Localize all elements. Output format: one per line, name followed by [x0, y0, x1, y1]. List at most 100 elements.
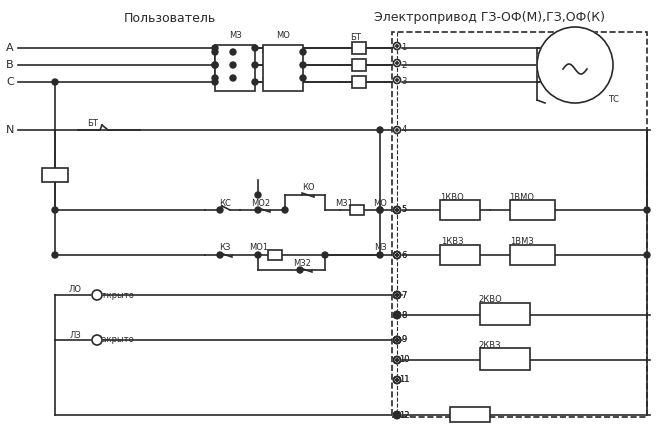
Bar	[510, 200, 555, 220]
Text: М31: М31	[335, 198, 353, 207]
Circle shape	[52, 79, 58, 85]
Text: 2: 2	[401, 60, 407, 70]
Circle shape	[212, 62, 218, 68]
Circle shape	[300, 75, 306, 81]
Circle shape	[394, 312, 400, 318]
Circle shape	[393, 76, 401, 83]
Text: МО: МО	[373, 198, 387, 207]
Circle shape	[92, 335, 102, 345]
Circle shape	[396, 254, 398, 256]
Circle shape	[212, 79, 218, 85]
Circle shape	[393, 292, 401, 299]
Circle shape	[396, 79, 398, 81]
Circle shape	[230, 75, 236, 81]
Circle shape	[396, 294, 398, 296]
Circle shape	[212, 75, 218, 81]
Text: ЛЗ: ЛЗ	[69, 330, 81, 340]
Circle shape	[393, 337, 401, 343]
Circle shape	[644, 207, 650, 213]
Circle shape	[393, 311, 401, 318]
Text: 5: 5	[401, 206, 407, 215]
Circle shape	[212, 62, 218, 68]
Circle shape	[393, 206, 401, 213]
Circle shape	[393, 377, 401, 384]
Text: МО1: МО1	[250, 244, 269, 252]
Text: Н: Н	[467, 410, 474, 420]
Circle shape	[377, 127, 383, 133]
Circle shape	[396, 339, 398, 341]
Circle shape	[393, 377, 401, 384]
Circle shape	[282, 207, 288, 213]
Text: МО2: МО2	[252, 200, 271, 209]
Text: 1ВМО: 1ВМО	[509, 193, 534, 201]
Circle shape	[396, 129, 398, 131]
Text: C: C	[6, 77, 14, 87]
Text: МЗ: МЗ	[374, 244, 386, 252]
Circle shape	[396, 414, 398, 416]
Text: КЗ: КЗ	[219, 244, 231, 252]
Circle shape	[393, 356, 401, 363]
Text: 1ВМЗ: 1ВМЗ	[510, 238, 534, 247]
Text: Электропривод ГЗ-ОФ(М),ГЗ,ОФ(К): Электропривод ГЗ-ОФ(М),ГЗ,ОФ(К)	[374, 12, 606, 25]
Circle shape	[393, 42, 401, 50]
Circle shape	[396, 359, 398, 361]
Circle shape	[537, 27, 613, 103]
Bar	[440, 200, 480, 220]
Bar	[268, 250, 282, 260]
Circle shape	[52, 252, 58, 258]
Text: 6: 6	[401, 251, 407, 260]
Text: 12: 12	[399, 410, 409, 419]
Bar	[352, 59, 366, 71]
Text: М: М	[571, 48, 579, 58]
Text: МЗ2: МЗ2	[293, 258, 311, 267]
Circle shape	[300, 62, 306, 68]
Text: ТС: ТС	[608, 95, 618, 105]
Bar	[352, 42, 366, 54]
Text: 1: 1	[401, 44, 407, 53]
Circle shape	[396, 314, 398, 316]
Circle shape	[377, 252, 383, 258]
Circle shape	[252, 45, 258, 51]
Text: A: A	[6, 43, 14, 53]
Bar	[350, 205, 364, 215]
Text: МЗ: МЗ	[229, 32, 241, 41]
Circle shape	[230, 62, 236, 68]
Circle shape	[217, 252, 223, 258]
Bar	[352, 76, 366, 88]
Text: БТ: БТ	[88, 118, 98, 127]
Text: БТ: БТ	[351, 34, 361, 42]
Circle shape	[396, 414, 398, 416]
Circle shape	[297, 267, 303, 273]
Circle shape	[255, 192, 261, 198]
Text: 8: 8	[401, 311, 407, 320]
Circle shape	[393, 206, 401, 213]
Text: 10: 10	[399, 356, 409, 365]
Text: 7: 7	[401, 290, 407, 299]
Text: ЛО: ЛО	[69, 286, 82, 295]
Text: 2КВЗ: 2КВЗ	[478, 340, 501, 349]
Circle shape	[212, 45, 218, 51]
Circle shape	[377, 207, 383, 213]
Bar	[450, 407, 490, 422]
Circle shape	[393, 412, 401, 419]
Text: N: N	[6, 125, 14, 135]
Circle shape	[396, 45, 398, 47]
Circle shape	[393, 412, 401, 419]
Circle shape	[644, 252, 650, 258]
Circle shape	[377, 207, 383, 213]
Circle shape	[212, 49, 218, 55]
Bar	[392, 32, 647, 417]
Circle shape	[52, 207, 58, 213]
Circle shape	[393, 356, 401, 363]
Text: 8: 8	[401, 311, 407, 320]
Circle shape	[396, 209, 398, 211]
Text: F: F	[61, 171, 65, 180]
Circle shape	[396, 339, 398, 341]
Circle shape	[393, 251, 401, 258]
Bar	[215, 45, 255, 91]
Circle shape	[252, 79, 258, 85]
Circle shape	[393, 292, 401, 299]
Bar	[480, 303, 530, 325]
Text: 1КВО: 1КВО	[440, 193, 464, 201]
Circle shape	[396, 379, 398, 381]
